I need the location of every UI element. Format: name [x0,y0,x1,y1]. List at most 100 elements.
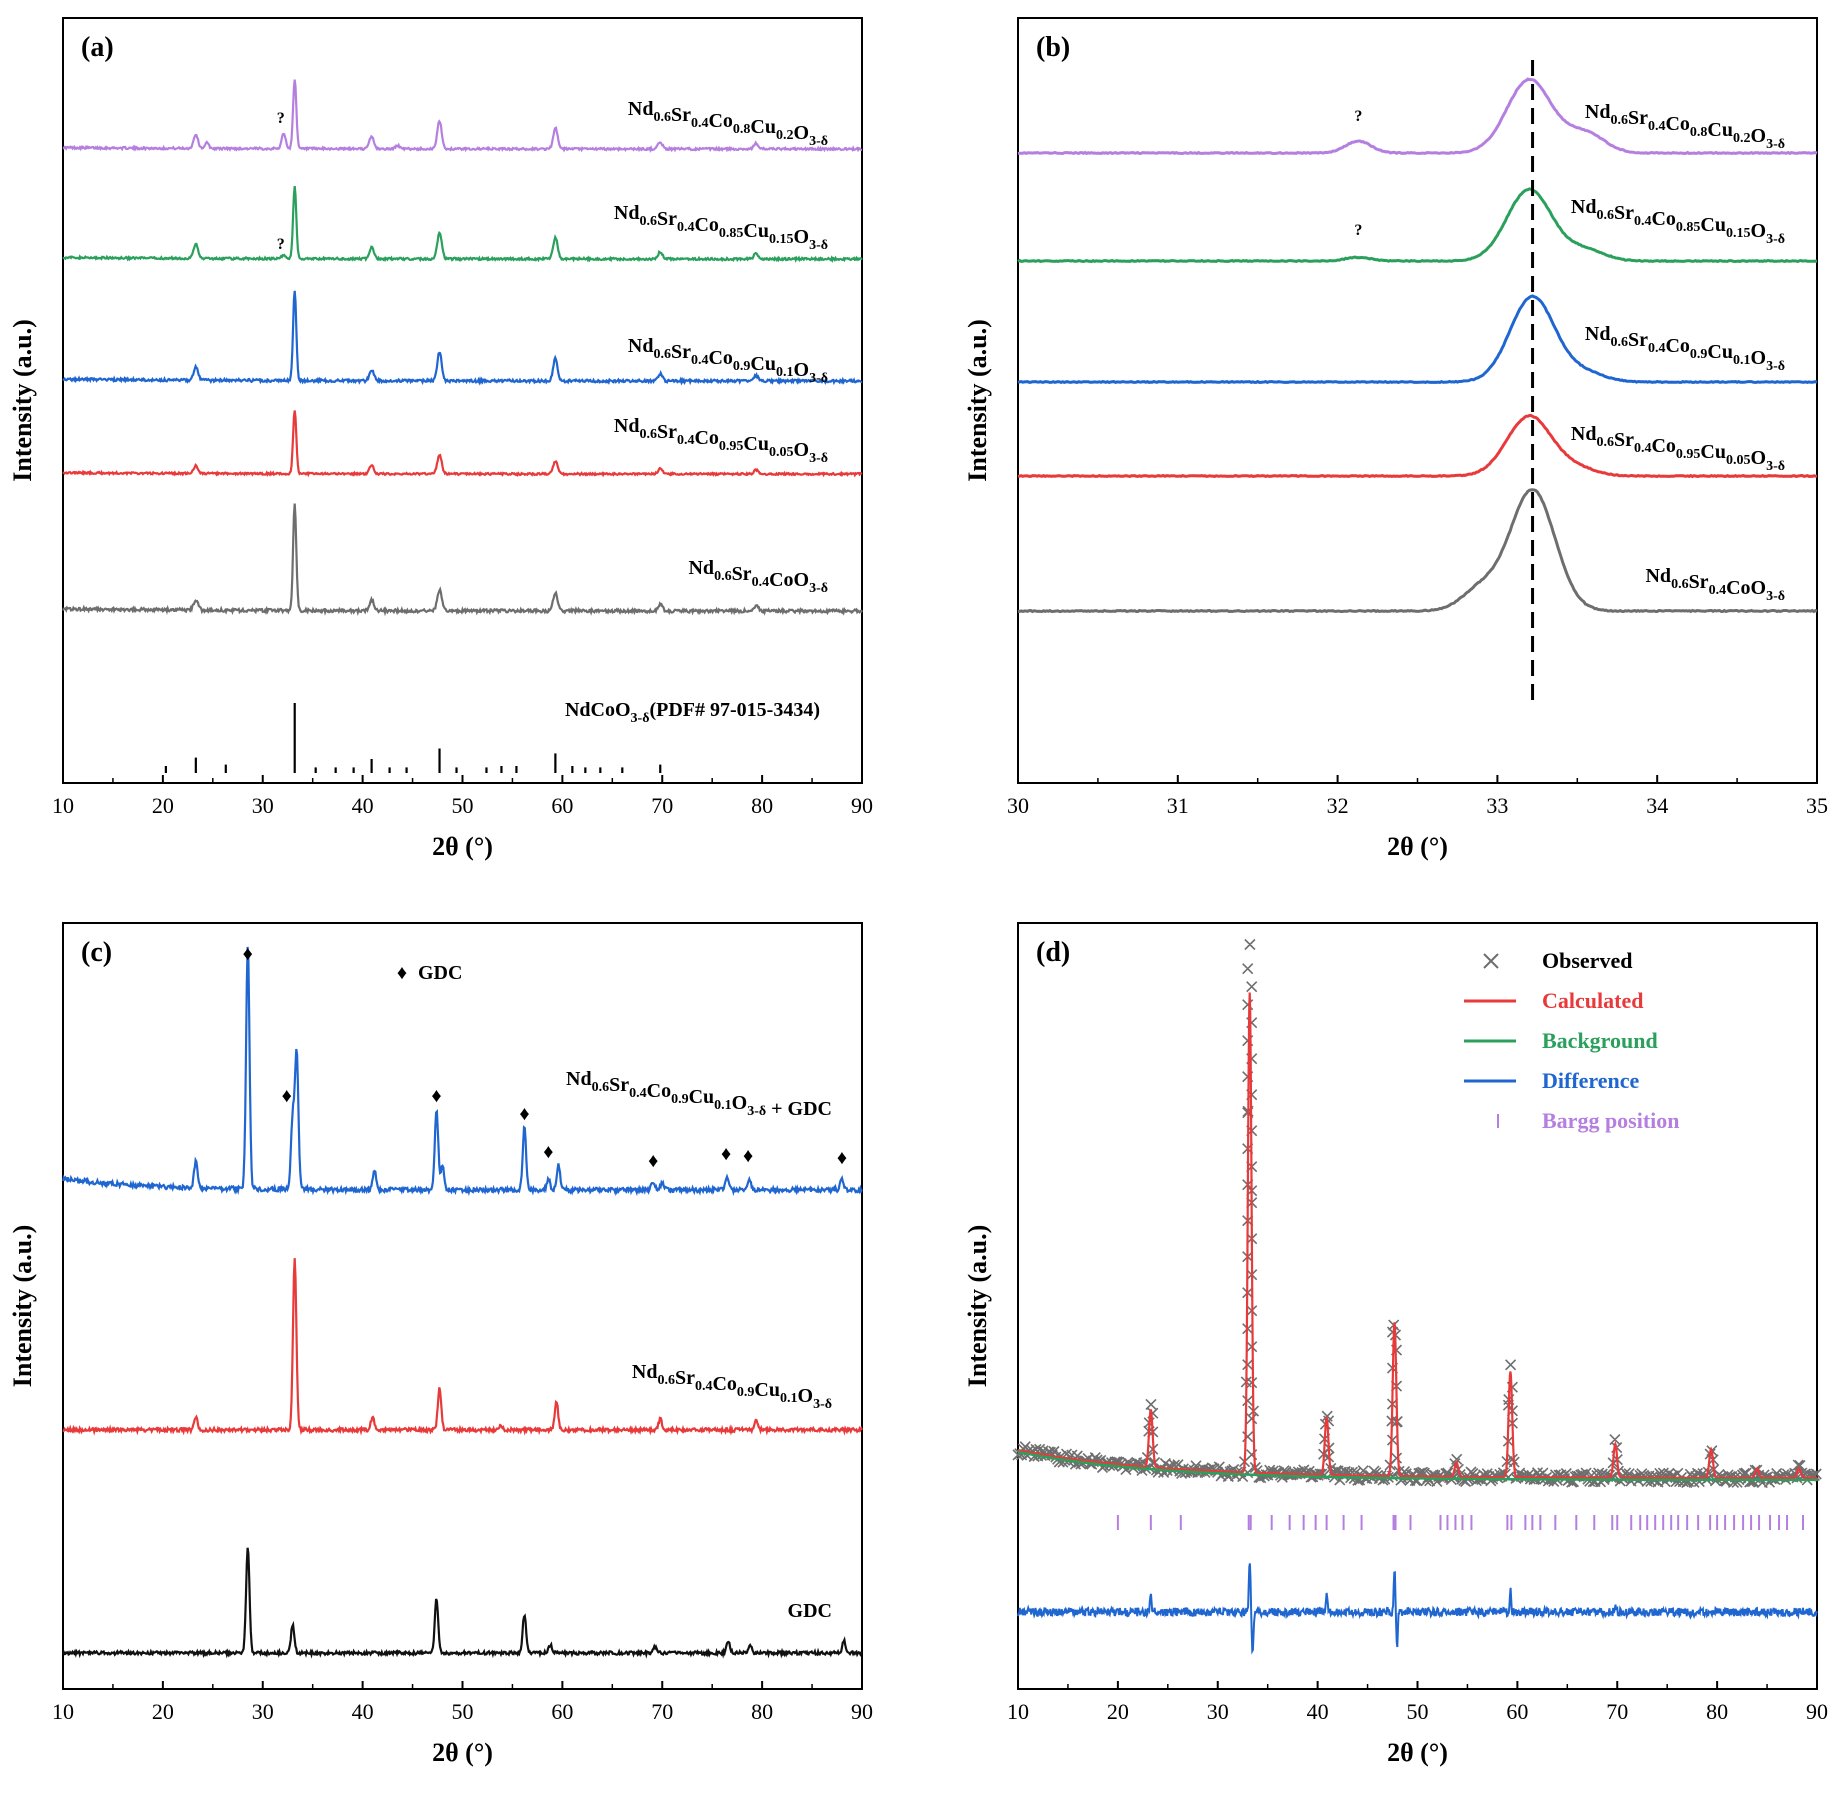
formula-element: Nd [614,415,640,437]
formula-subscript: 0.6 [639,214,657,229]
gdc-peak-marker: ♦ [743,1145,753,1167]
legend-label: Difference [1542,1068,1640,1093]
formula-element: Sr [609,1074,629,1096]
formula-subscript: 0.6 [657,1373,675,1388]
x-tick-label: 80 [751,1699,773,1724]
x-tick-label: 70 [1606,1699,1628,1724]
x-tick-label: 90 [851,793,873,818]
pattern-line [62,410,863,478]
formula-subscript: 3-δ [1766,232,1785,247]
formula-subscript: 3-δ [809,371,828,386]
formula-element: Co [647,1080,671,1102]
formula-subscript: 0.9 [737,1385,755,1400]
x-tick-label: 70 [651,1699,673,1724]
formula-subscript: 0.4 [1634,441,1652,456]
formula-subscript: 0.1 [1733,353,1751,368]
formula-subscript: 3-δ [747,1104,766,1119]
gdc-peak-marker: ♦ [243,943,253,965]
gdc-peak-marker: ♦ [519,1103,529,1125]
unknown-peak-marker: ? [1354,222,1362,239]
formula-subscript: 0.4 [1634,214,1652,229]
formula-element: Sr [1614,429,1634,451]
panel-c: 10 20 30 40 50 60 70 80 90 2θ (°) Intensity (a.u.)… [8,922,873,1767]
x-tick-label: 30 [252,1699,274,1724]
x-tick-label: 30 [1207,1699,1229,1724]
series-label: Nd0.6Sr0.4Co0.8Cu0.2O3-δ [1585,101,1785,152]
formula-element: Cu [1707,119,1733,141]
formula-subscript: 3-δ [809,134,828,149]
formula-element: Nd [1645,565,1671,587]
formula-element: NdCoO [565,699,631,721]
formula-subscript: 0.15 [769,232,794,247]
unknown-peak-marker: ? [277,236,285,253]
pattern-line [1017,294,1818,385]
formula-subscript: 0.9 [671,1092,689,1107]
formula-element: Co [1651,435,1675,457]
x-tick-label: 10 [52,793,74,818]
series-label: Nd0.6Sr0.4Co0.9Cu0.1O3-δ [628,335,828,386]
formula-subscript: 0.95 [1676,447,1701,462]
formula-subscript: 0.8 [733,122,751,137]
formula-element: Co [1651,208,1675,230]
pattern-line [62,290,863,386]
y-axis-title: Intensity (a.u.) [963,1225,992,1388]
formula-subscript: 3-δ [1766,459,1785,474]
formula-element: Sr [657,421,677,443]
formula-subscript: 3-δ [809,581,828,596]
formula-subscript: 0.6 [1610,335,1628,350]
x-tick-label: 30 [1007,793,1029,818]
formula-subscript: 0.4 [695,1379,713,1394]
x-tick-label: 33 [1486,793,1508,818]
formula-subscript: 0.6 [714,569,732,584]
x-tick-label: 70 [651,793,673,818]
formula-element: Co [1665,113,1689,135]
formula-subscript: 3-δ [809,451,828,466]
pattern-line [1017,77,1818,156]
formula-subscript: 0.4 [1709,583,1727,598]
formula-element: Sr [1628,329,1648,351]
panel-tag: (a) [81,32,114,63]
x-tick-label: 34 [1646,793,1668,818]
formula-element: Nd [688,557,714,579]
y-axis-title: Intensity (a.u.) [963,319,992,482]
series-label: Nd0.6Sr0.4Co0.95Cu0.05O3-δ [614,415,828,466]
formula-element: Cu [1707,341,1733,363]
formula-element: Nd [614,202,640,224]
formula-element: Nd [1585,323,1611,345]
series-label: Nd0.6Sr0.4Co0.8Cu0.2O3-δ [628,98,828,149]
x-tick-label: 40 [1307,1699,1329,1724]
formula-subscript: 0.6 [592,1080,610,1095]
plot-frame [62,922,863,1690]
observed-points [1012,938,1822,1489]
formula-subscript: 0.95 [719,439,744,454]
formula-element: Cu [1700,441,1726,463]
formula-element: O [1751,447,1767,469]
formula-element: Nd [1585,101,1611,123]
formula-subscript: 0.1 [714,1098,732,1113]
formula-subscript: 0.4 [629,1086,647,1101]
formula-subscript: 0.85 [1676,220,1701,235]
formula-element: Co [694,214,718,236]
formula-element: Co [708,110,732,132]
formula-subscript: 0.05 [769,445,794,460]
unknown-peak-marker: ? [277,110,285,127]
formula-element: O [1751,347,1767,369]
formula-element: Cu [750,353,776,375]
formula-subscript: 0.1 [776,365,794,380]
formula-element: Nd [1571,423,1597,445]
pattern-line [61,503,863,617]
formula-subscript: 0.2 [776,128,794,143]
formula-subscript: 0.05 [1726,453,1751,468]
series-label: Nd0.6Sr0.4Co0.95Cu0.05O3-δ [1571,423,1785,474]
formula-subscript: 0.6 [1610,113,1628,128]
formula-element: O [798,1385,814,1407]
x-tick-label: 20 [152,793,174,818]
x-axis-title: 2θ (°) [432,832,493,861]
formula-subscript: 0.85 [719,226,744,241]
x-tick-label: 40 [352,1699,374,1724]
calculated-line [1017,992,1817,1479]
x-tick-label: 35 [1806,793,1828,818]
series-label: Nd0.6Sr0.4Co0.9Cu0.1O3-δ + GDC [566,1068,832,1120]
formula-element: Sr [671,104,691,126]
